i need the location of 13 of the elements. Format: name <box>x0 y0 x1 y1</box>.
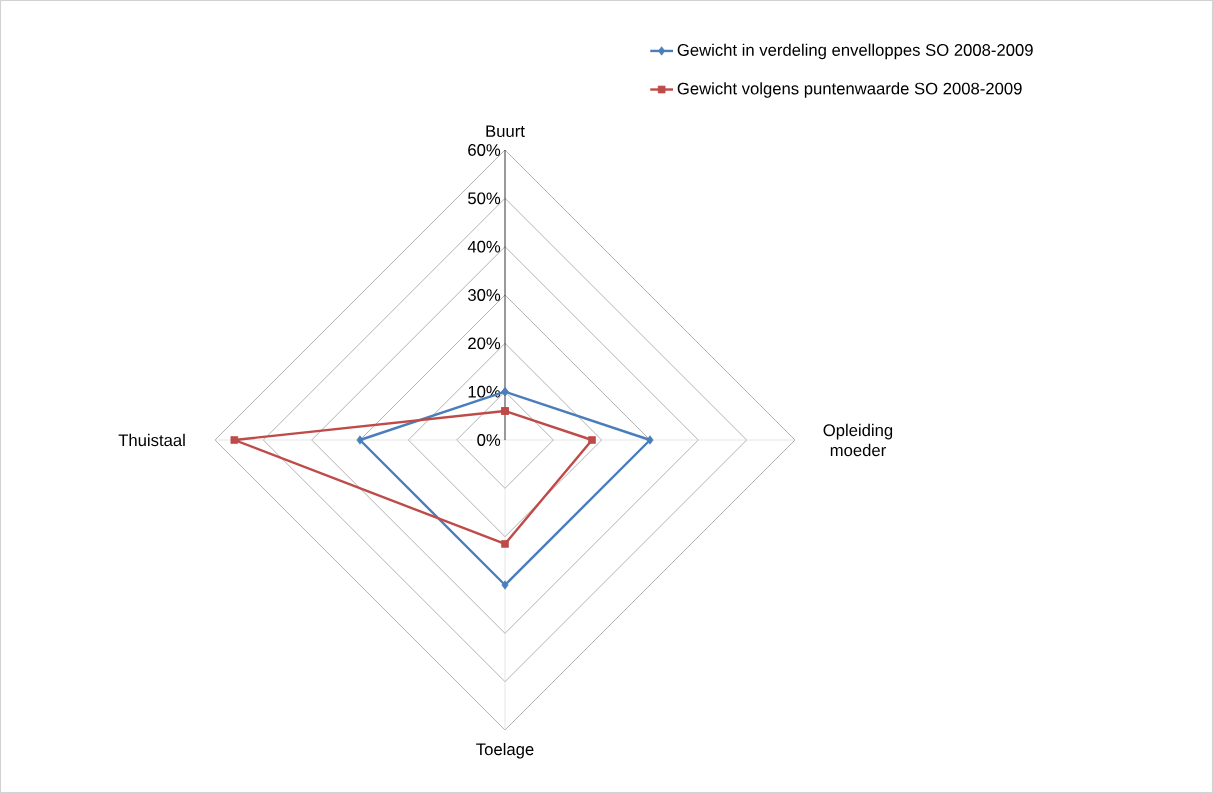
legend-label: Gewicht volgens puntenwaarde SO 2008-2009 <box>677 82 1022 98</box>
spoke-label: Buurt <box>486 125 525 138</box>
legend-label: Gewicht in verdeling envelloppes SO 2008-2009 <box>677 43 1033 60</box>
y-tick-label: 20% <box>468 337 501 350</box>
y-tick-label: 0% <box>477 434 501 446</box>
y-tick-label: 30% <box>468 289 501 301</box>
y-tick-label: 40% <box>467 240 501 253</box>
y-tick-label: 60% <box>468 144 501 156</box>
y-tick-label: 50% <box>468 192 501 205</box>
spoke-label: Toelage <box>476 742 534 759</box>
y-tick-label: 10% <box>468 385 501 398</box>
spoke-label: Thuistaal <box>118 433 185 447</box>
spoke-label: Opleiding moeder <box>823 423 893 457</box>
